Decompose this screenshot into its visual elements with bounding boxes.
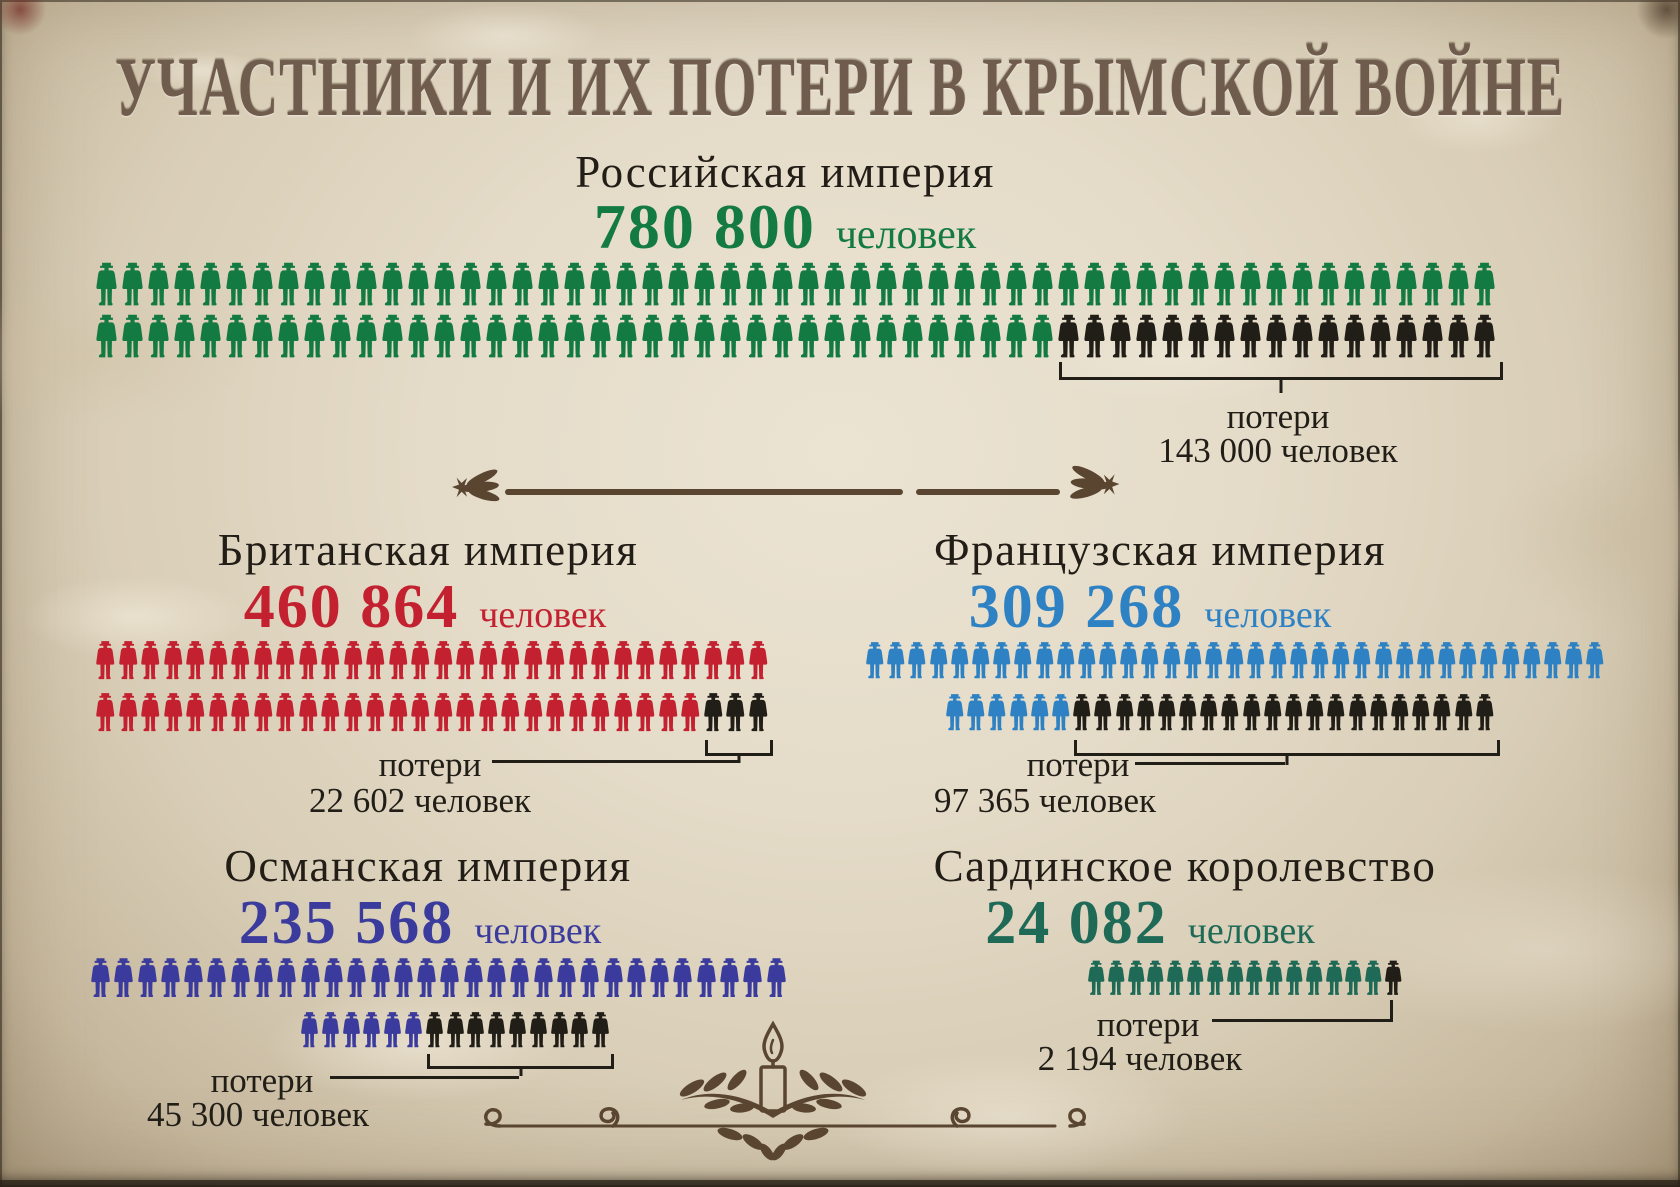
soldier-icon: [1107, 955, 1126, 1002]
participants-unit: человек: [835, 212, 977, 258]
soldier-icon: [1166, 955, 1185, 1002]
losses-bracket: [427, 1054, 614, 1076]
participants-number: 780 800: [593, 191, 816, 262]
soldier-icon-loss: [1384, 955, 1403, 1002]
soldier-icon: [1325, 955, 1344, 1002]
losses-label: потери: [378, 745, 482, 784]
losses-bracket: [705, 740, 773, 763]
losses-label: потери: [210, 1061, 314, 1100]
participants-value: 309 268 человек: [800, 572, 1500, 643]
page-title: УЧАСТНИКИ И ИХ ПОТЕРИ В КРЫМСКОЙ ВОЙНЕ: [114, 41, 1566, 135]
country-name: Османская империя: [224, 841, 632, 891]
laurel-left: [679, 1069, 775, 1161]
soldier-icon: [1127, 955, 1146, 1002]
soldier-icon: [1186, 955, 1205, 1002]
candle-ornament: [484, 1020, 1086, 1161]
losses-value: 2 194 человек: [1037, 1039, 1243, 1078]
soldier-icon: [1364, 955, 1383, 1002]
participants-value: 235 568 человек: [70, 888, 770, 959]
losses-connector: [492, 760, 738, 763]
participants-value: 460 864 человек: [75, 572, 775, 643]
soldier-icon: [1206, 955, 1225, 1002]
bracket-tick: [737, 753, 741, 763]
losses-bracket: [1074, 740, 1500, 765]
participants-number: 460 864: [243, 573, 460, 641]
page-bottom-edge: [0, 1180, 1680, 1187]
figure-row: [1087, 955, 1404, 1002]
losses-label: потери: [1226, 397, 1330, 436]
country-name: Британская империя: [217, 525, 639, 575]
losses-value: 22 602 человек: [309, 781, 531, 820]
participants-number: 24 082: [985, 889, 1168, 957]
losses-value: 143 000 человек: [1158, 431, 1398, 470]
bracket-tick: [1285, 753, 1289, 765]
participants-unit: человек: [1204, 594, 1332, 636]
laurel-right: [771, 1069, 867, 1161]
soldier-icon: [1305, 955, 1324, 1002]
participants-value: 780 800 человек: [385, 190, 1185, 264]
divider-line-left: [505, 489, 903, 495]
participants-unit: человек: [479, 594, 607, 636]
soldier-icon: [1245, 955, 1264, 1002]
soldier-icon: [1344, 955, 1363, 1002]
country-name: Французская империя: [934, 525, 1386, 575]
losses-connector-vertical: [1390, 1000, 1393, 1022]
soldier-icon: [1265, 955, 1284, 1002]
divider-line-right: [916, 489, 1060, 495]
country-name: Российская империя: [575, 147, 995, 197]
participants-value: 24 082 человек: [800, 888, 1500, 959]
losses-connector: [1212, 1019, 1393, 1022]
participants-number: 309 268: [968, 573, 1185, 641]
leaf-ornament-left: [452, 469, 500, 502]
losses-label: потери: [1096, 1005, 1200, 1044]
losses-value: 97 365 человек: [934, 781, 1156, 820]
soldier-icon: [1226, 955, 1245, 1002]
candle-body: [759, 1065, 787, 1113]
losses-connector: [1135, 762, 1285, 765]
participants-unit: человек: [474, 910, 602, 952]
losses-label: потери: [1026, 745, 1130, 784]
soldier-icon: [1285, 955, 1304, 1002]
participants-number: 235 568: [238, 889, 455, 957]
soldier-icon: [1087, 955, 1106, 1002]
country-name: Сардинское королевство: [933, 841, 1437, 891]
losses-value: 45 300 человек: [147, 1095, 369, 1134]
losses-connector: [330, 1076, 519, 1079]
participants-unit: человек: [1187, 910, 1315, 952]
losses-bracket: [1059, 362, 1503, 393]
bracket-tick: [1279, 377, 1283, 393]
soldier-icon: [1146, 955, 1165, 1002]
bracket-tick: [519, 1066, 522, 1076]
leaf-ornament-right: [1070, 465, 1120, 499]
